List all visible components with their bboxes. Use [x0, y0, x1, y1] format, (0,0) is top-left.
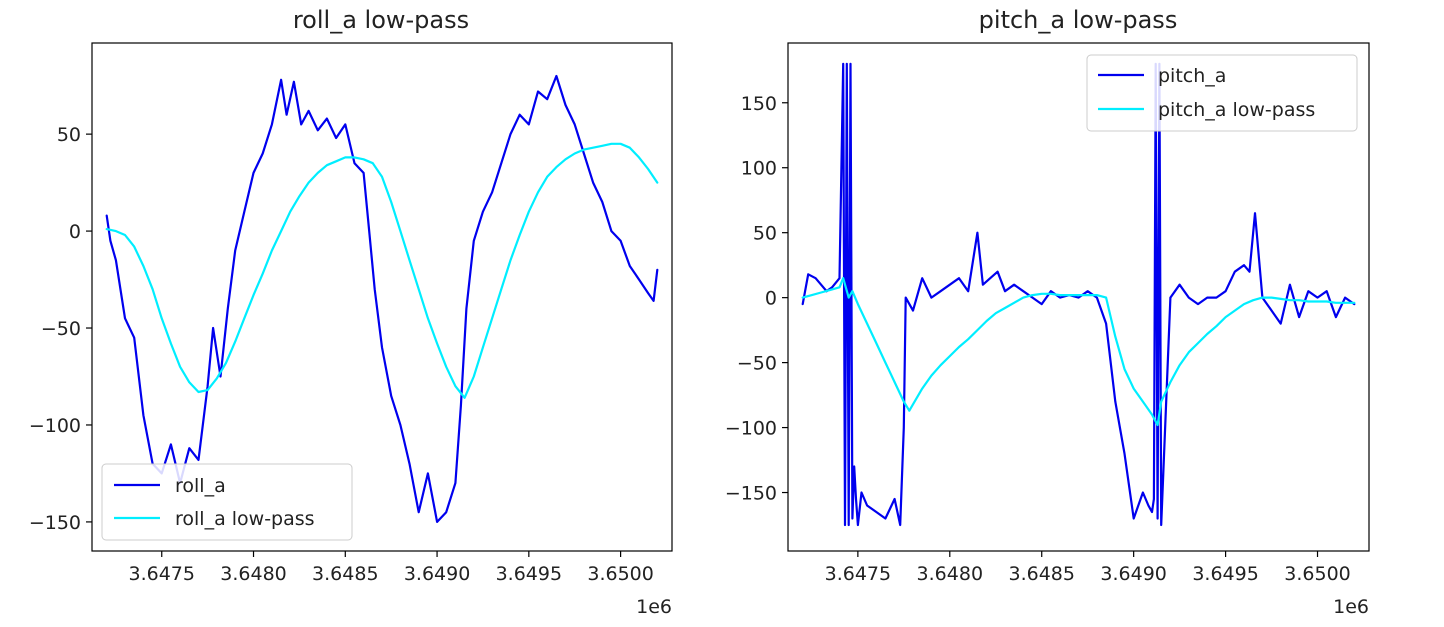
roll-tick-layer: 3.6475 3.6480 3.6485 3.6490 3.6495 3.6500 50 0 −… — [29, 124, 654, 585]
roll-legend-box — [101, 463, 353, 541]
pitch-x-tick-label: 3.6495 — [1192, 563, 1258, 585]
roll-x-tick-label: 3.6485 — [312, 563, 378, 585]
roll-legend-label-raw: roll_a — [175, 475, 226, 497]
roll-axes-frame — [91, 42, 673, 552]
roll-series-raw-line — [105, 74, 659, 524]
roll-x-tick-label: 3.6495 — [496, 563, 562, 585]
roll-series-lowpass-line — [105, 142, 659, 399]
roll-x-tick-label: 3.6490 — [404, 563, 470, 585]
roll-y-tick-label: 50 — [57, 124, 81, 146]
roll-series-layer — [105, 74, 659, 524]
pitch-legend-box — [1086, 54, 1358, 132]
pitch-series-raw-line — [801, 62, 1356, 527]
pitch-legend: pitch_a pitch_a low-pass — [1086, 54, 1358, 132]
roll-y-tick-label: −50 — [41, 318, 81, 340]
pitch-y-tick-label: 50 — [753, 223, 777, 245]
roll-y-tick-label: −100 — [29, 415, 81, 437]
pitch-legend-label-raw: pitch_a — [1158, 65, 1226, 87]
pitch-tick-layer: 3.6475 3.6480 3.6485 3.6490 3.6495 3.6500 150 1… — [725, 93, 1351, 585]
roll-x-tick-label: 3.6500 — [587, 563, 653, 585]
pitch-x-tick-label: 3.6485 — [1008, 563, 1074, 585]
pitch-series-layer — [801, 62, 1356, 527]
pitch-y-tick-label: 150 — [741, 93, 777, 115]
pitch-x-tick-label: 3.6490 — [1100, 563, 1166, 585]
roll-x-offset-label: 1e6 — [636, 596, 672, 618]
roll-x-tick-label: 3.6475 — [129, 563, 195, 585]
roll-y-tick-label: −150 — [29, 512, 81, 534]
roll-y-tick-label: 0 — [69, 221, 81, 243]
pitch-x-offset-label: 1e6 — [1333, 596, 1369, 618]
pitch-x-tick-label: 3.6500 — [1284, 563, 1350, 585]
roll-x-tick-label: 3.6480 — [220, 563, 286, 585]
pitch-axes-frame — [787, 42, 1370, 552]
pitch-y-tick-label: −50 — [737, 353, 777, 375]
pitch-x-tick-label: 3.6480 — [917, 563, 983, 585]
pitch-subplot: pitch_a low-pass 3.6475 3.6480 3.6485 3.649… — [725, 6, 1370, 618]
pitch-y-tick-label: 0 — [765, 288, 777, 310]
pitch-chart-title: pitch_a low-pass — [979, 6, 1178, 34]
pitch-y-tick-label: −150 — [725, 483, 777, 505]
roll-subplot: roll_a low-pass 3.6475 3.6480 3.6485 3.6490… — [29, 6, 673, 618]
roll-chart-title: roll_a low-pass — [293, 6, 469, 34]
roll-legend-label-lowpass: roll_a low-pass — [175, 508, 315, 530]
pitch-x-tick-label: 3.6475 — [825, 563, 891, 585]
pitch-y-tick-label: −100 — [725, 418, 777, 440]
pitch-series-lowpass-line — [801, 277, 1356, 427]
pitch-legend-label-lowpass: pitch_a low-pass — [1158, 99, 1315, 121]
pitch-y-tick-label: 100 — [741, 158, 777, 180]
roll-legend: roll_a roll_a low-pass — [101, 463, 353, 541]
